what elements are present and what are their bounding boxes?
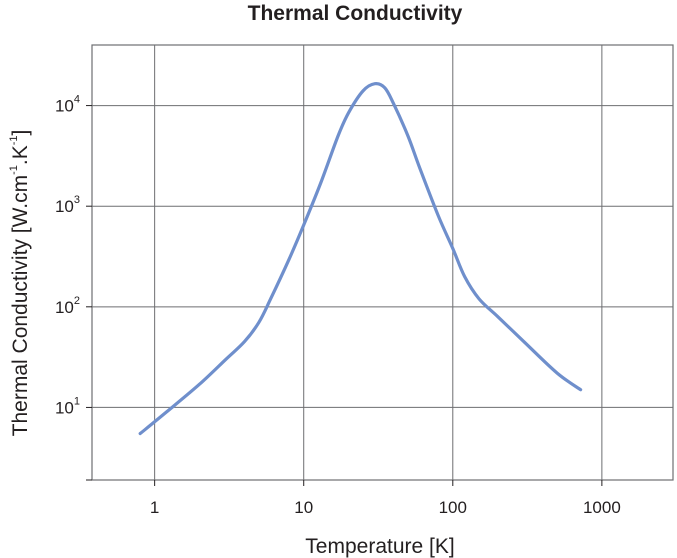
x-tick-labels: 1 10 100 1000 [150, 498, 621, 517]
axis-ticks [86, 105, 603, 486]
y-tick-label: 104 [55, 94, 80, 116]
y-axis-label: Thermal Conductivity [W.cm-1.K-1] [8, 130, 32, 437]
y-axis-label-suffix: ] [9, 130, 32, 136]
x-tick-label: 1 [150, 498, 159, 517]
x-tick-label: 100 [439, 498, 467, 517]
y-axis-label-middle: .K [9, 145, 32, 165]
y-axis-label-exp2: -1 [8, 136, 20, 146]
x-tick-label: 10 [294, 498, 313, 517]
y-tick-label: 102 [55, 295, 80, 317]
series-line [138, 81, 583, 436]
x-tick-label: 1000 [583, 498, 621, 517]
y-axis-label-prefix: Thermal Conductivity [W.cm [9, 175, 32, 436]
gridlines [92, 45, 673, 480]
series-layer [138, 81, 583, 436]
y-tick-label: 101 [55, 395, 80, 417]
y-tick-labels: 101 102 103 104 [55, 94, 80, 418]
chart-title: Thermal Conductivity [248, 2, 463, 25]
plot-frame [91, 44, 674, 481]
y-tick-label: 103 [55, 194, 80, 216]
x-axis-label: Temperature [K] [305, 535, 454, 558]
y-axis-label-exp1: -1 [8, 165, 20, 175]
